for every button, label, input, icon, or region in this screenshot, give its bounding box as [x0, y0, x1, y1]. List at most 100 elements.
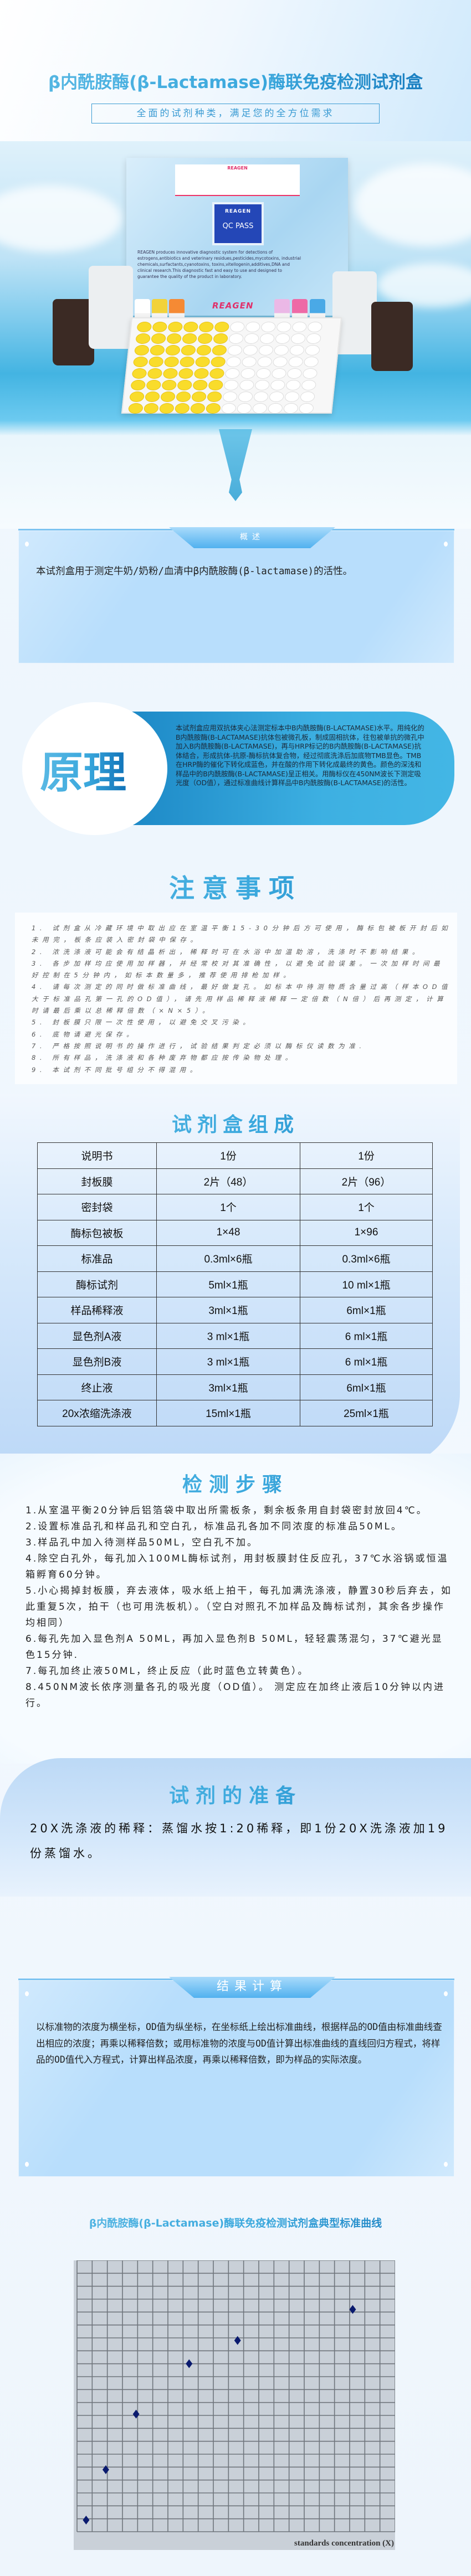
step-item: 1.从室温平衡20分钟后铝箔袋中取出所需板条，剩余板条用自封袋密封放回4℃。 — [25, 1505, 428, 1516]
table-row: 酶标试剂 5ml×1瓶 10 ml×1瓶 — [37, 1271, 433, 1297]
plate-well — [213, 333, 229, 344]
plate-well — [273, 345, 289, 356]
plate-well — [244, 333, 260, 344]
data-point — [349, 2305, 356, 2314]
plate-well — [275, 333, 291, 344]
plate-well — [177, 380, 193, 390]
table-row: 显色剂B液 3 ml×1瓶 6 ml×1瓶 — [37, 1348, 433, 1375]
plate-well — [224, 368, 240, 379]
step-item: 8.450NM波长依序测量各孔的吸光度（OD值）。 测定应在加终止液后10分钟以… — [25, 1682, 446, 1709]
plate-well — [229, 322, 245, 332]
result-panel: 结果计算 以标准物的浓度为横坐标，OD值为纵坐标，在坐标纸上绘出标准曲线，根据样… — [18, 1977, 454, 2177]
notes-title: 注意事项 — [0, 868, 471, 905]
white-bottle-right — [332, 271, 377, 354]
qty-96-wells: 25ml×1瓶 — [300, 1400, 433, 1426]
water-drop — [219, 429, 252, 501]
plate-well — [238, 391, 254, 402]
table-row: 样品稀释液 3ml×1瓶 6ml×1瓶 — [37, 1297, 433, 1323]
plate-well — [160, 391, 176, 402]
steps-background — [0, 1454, 471, 1764]
plate-well — [254, 380, 270, 390]
plate-well — [205, 403, 221, 414]
plate-well — [166, 333, 182, 344]
plate-well — [152, 322, 168, 332]
brown-bottle-left — [53, 299, 94, 365]
data-point — [234, 2336, 241, 2345]
note-item: 6. 底物请避光保存。 — [32, 1030, 137, 1038]
plate-well — [227, 345, 243, 356]
table-row: 标准品 0.3ml×6瓶 0.3ml×6瓶 — [37, 1245, 433, 1272]
plate-well — [131, 368, 147, 379]
data-point — [186, 2359, 193, 2368]
x-axis-label: standards concentration (X) — [294, 2539, 394, 2548]
plate-well — [257, 357, 273, 367]
plate-well — [130, 380, 146, 390]
plate-well — [167, 322, 183, 332]
note-item: 9. 本试剂不同批号组分不得混用。 — [32, 1065, 201, 1074]
step-item: 5.小心揭掉封板膜，弃去液体，吸水纸上拍干，每孔加满洗涤液，静置30秒后弃去，如… — [25, 1585, 452, 1629]
component-name: 显色剂B液 — [37, 1348, 157, 1375]
plate-well — [298, 403, 314, 414]
qty-48-wells: 15ml×1瓶 — [156, 1400, 300, 1426]
table-row: 显色剂A液 3 ml×1瓶 6 ml×1瓶 — [37, 1322, 433, 1349]
plate-well — [183, 322, 199, 332]
plate-well — [240, 368, 256, 379]
result-tab: 结果计算 — [169, 1977, 335, 1998]
panel-rivet — [444, 2162, 448, 2167]
qty-48-wells: 5ml×1瓶 — [156, 1271, 300, 1297]
plate-well — [304, 345, 320, 356]
plate-well — [252, 403, 268, 414]
qty-48-wells: 3ml×1瓶 — [156, 1374, 300, 1400]
plate-well — [194, 357, 211, 367]
plate-well — [272, 357, 288, 367]
qty-96-wells: 6ml×1瓶 — [300, 1374, 433, 1400]
component-name: 标准品 — [37, 1245, 157, 1272]
qty-48-wells: 1份 — [156, 1142, 300, 1169]
plate-well — [302, 368, 318, 379]
plate-well — [221, 403, 237, 414]
plate-well — [276, 322, 292, 332]
plate-well — [148, 357, 164, 367]
data-point — [83, 2516, 90, 2525]
note-item: 2. 浓洗涤液可能会有结晶析出，稀释时可在水浴中加温助溶，洗涤时不影响结果。 — [32, 947, 423, 956]
note-item: 3. 各步加样均应使用加样器，并经常校对其准确性，以避免试验误差。一次加样时间最… — [32, 959, 444, 980]
plate-well — [208, 380, 224, 390]
note-item: 4. 请每次测定的同时做标准曲线，最好做复孔。如标本中待测物质含量过高（样本OD… — [32, 983, 452, 1015]
plate-well — [290, 333, 306, 344]
standard-curve-chart: standards concentration (X) — [74, 2260, 396, 2550]
component-name: 封板膜 — [37, 1168, 157, 1194]
plate-well — [162, 368, 178, 379]
plate-well — [284, 391, 300, 402]
component-name: 酶标包被板 — [37, 1219, 157, 1246]
overview-tab: 概述 — [169, 527, 335, 548]
note-item: 1. 试剂盒从冷藏环境中取出应在室温平衡15-30分钟后方可使用，酶标包被板开封… — [32, 924, 452, 944]
plate-well — [300, 391, 316, 402]
table-row: 密封袋 1个 1个 — [37, 1194, 433, 1220]
box-label-brand: REAGEN — [227, 166, 248, 171]
qty-96-wells: 6 ml×1瓶 — [300, 1348, 433, 1375]
plate-well — [182, 333, 198, 344]
qty-96-wells: 10 ml×1瓶 — [300, 1271, 433, 1297]
plate-well — [242, 345, 258, 356]
plate-well — [163, 357, 180, 367]
plate-well — [190, 403, 206, 414]
step-item: 4.除空白孔外，每孔加入100ML酶标试剂，用封板膜封住反应孔，37℃水浴锅或恒… — [25, 1553, 449, 1580]
plate-well — [145, 391, 161, 402]
plate-well — [197, 333, 213, 344]
plate-well — [179, 357, 195, 367]
plate-well — [271, 368, 287, 379]
qty-48-wells: 3 ml×1瓶 — [156, 1322, 300, 1349]
plate-well — [239, 380, 255, 390]
step-item: 2.设置标准品孔和样品孔和空白孔，标准品孔各加不同浓度的标准品50ML。 — [25, 1521, 402, 1532]
kit-box: REAGEN REAGEN QC PASS REAGEN produces in… — [126, 158, 348, 316]
plate-well — [260, 322, 277, 332]
plate-well — [210, 357, 226, 367]
plate-well — [285, 380, 301, 390]
plate-well — [207, 391, 223, 402]
plate-well — [146, 380, 162, 390]
plate-well — [289, 345, 305, 356]
kit-table: 说明书 1份 1份 封板膜 2片（48） 2片（96） 密封袋 1个 1个 酶标包被板 1×48 1×… — [37, 1142, 433, 1426]
plate-well — [174, 403, 190, 414]
cloud — [0, 186, 122, 252]
page-title: β内酰胺酶(β-Lactamase)酶联免疫检测试剂盒 — [0, 68, 471, 93]
